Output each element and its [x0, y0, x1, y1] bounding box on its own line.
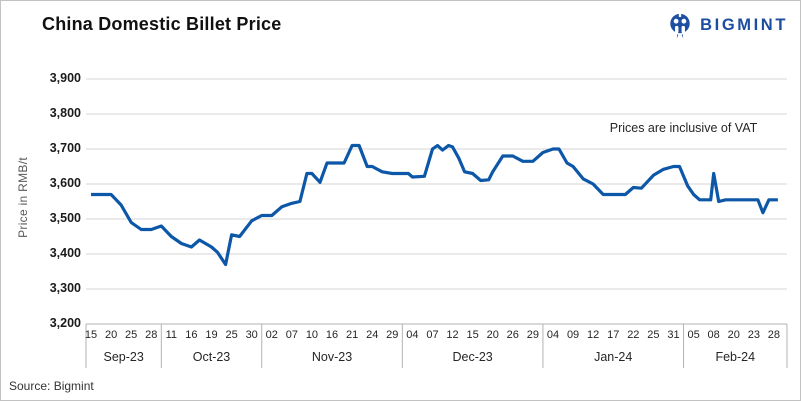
- y-tick-label: 3,600: [49, 176, 81, 190]
- x-tick-label: 20: [727, 329, 740, 341]
- x-tick-label: 29: [526, 329, 540, 341]
- x-tick-label: 10: [305, 329, 319, 341]
- x-tick-label: 20: [104, 329, 118, 341]
- y-tick-label: 3,900: [49, 71, 81, 85]
- x-tick-label: 16: [185, 329, 198, 341]
- x-tick-label: 07: [285, 329, 298, 341]
- x-tick-label: 05: [687, 329, 700, 341]
- x-tick-label: 04: [406, 329, 419, 341]
- x-tick-label: 21: [345, 329, 359, 341]
- x-tick-label: 12: [446, 329, 459, 341]
- x-tick-label: 08: [707, 329, 720, 341]
- x-tick-label: 30: [245, 329, 258, 341]
- x-tick-label: 07: [426, 329, 439, 341]
- page-title: China Domestic Billet Price: [42, 14, 282, 34]
- x-tick-label: 28: [767, 329, 781, 341]
- x-month-label: Jan-24: [594, 350, 633, 364]
- x-month-label: Nov-23: [311, 350, 353, 364]
- x-tick-label: 20: [486, 329, 499, 341]
- y-tick-label: 3,300: [49, 281, 81, 295]
- x-tick-label: 31: [667, 329, 680, 341]
- x-month-label: Feb-24: [715, 350, 756, 364]
- x-tick-label: 15: [466, 329, 479, 341]
- x-month-label: Sep-23: [103, 350, 144, 364]
- x-tick-label: 26: [506, 329, 519, 341]
- x-tick-label: 29: [386, 329, 399, 341]
- x-tick-label: 02: [265, 329, 278, 341]
- price-series-line: [91, 143, 778, 267]
- bigmint-icon: [666, 9, 694, 42]
- y-tick-label: 3,700: [49, 141, 81, 155]
- x-month-label: Oct-23: [192, 350, 231, 364]
- x-tick-label: 23: [747, 329, 760, 341]
- brand-logo: BIGMINT: [666, 9, 788, 42]
- x-tick-label: 11: [165, 329, 178, 341]
- x-tick-label: 28: [145, 329, 158, 341]
- brand-name: BIGMINT: [700, 16, 788, 34]
- x-tick-label: 09: [566, 329, 580, 341]
- x-tick-label: 22: [627, 329, 640, 341]
- vat-annotation: Prices are inclusive of VAT: [609, 121, 758, 135]
- y-tick-label: 3,800: [49, 106, 81, 120]
- source-note: Source: Bigmint: [9, 379, 94, 393]
- x-tick-label: 15: [84, 329, 98, 341]
- x-tick-label: 19: [205, 329, 218, 341]
- y-tick-label: 3,200: [49, 316, 81, 330]
- x-tick-label: 24: [366, 329, 379, 341]
- y-tick-label: 3,500: [49, 211, 81, 225]
- x-month-label: Dec-23: [452, 350, 493, 364]
- x-tick-label: 25: [225, 329, 238, 341]
- x-tick-label: 04: [546, 329, 560, 341]
- x-tick-label: 25: [647, 329, 660, 341]
- x-tick-label: 16: [325, 329, 339, 341]
- x-tick-label: 12: [587, 329, 600, 341]
- x-tick-label: 17: [607, 329, 620, 341]
- x-tick-label: 25: [125, 329, 138, 341]
- y-tick-label: 3,400: [49, 246, 81, 260]
